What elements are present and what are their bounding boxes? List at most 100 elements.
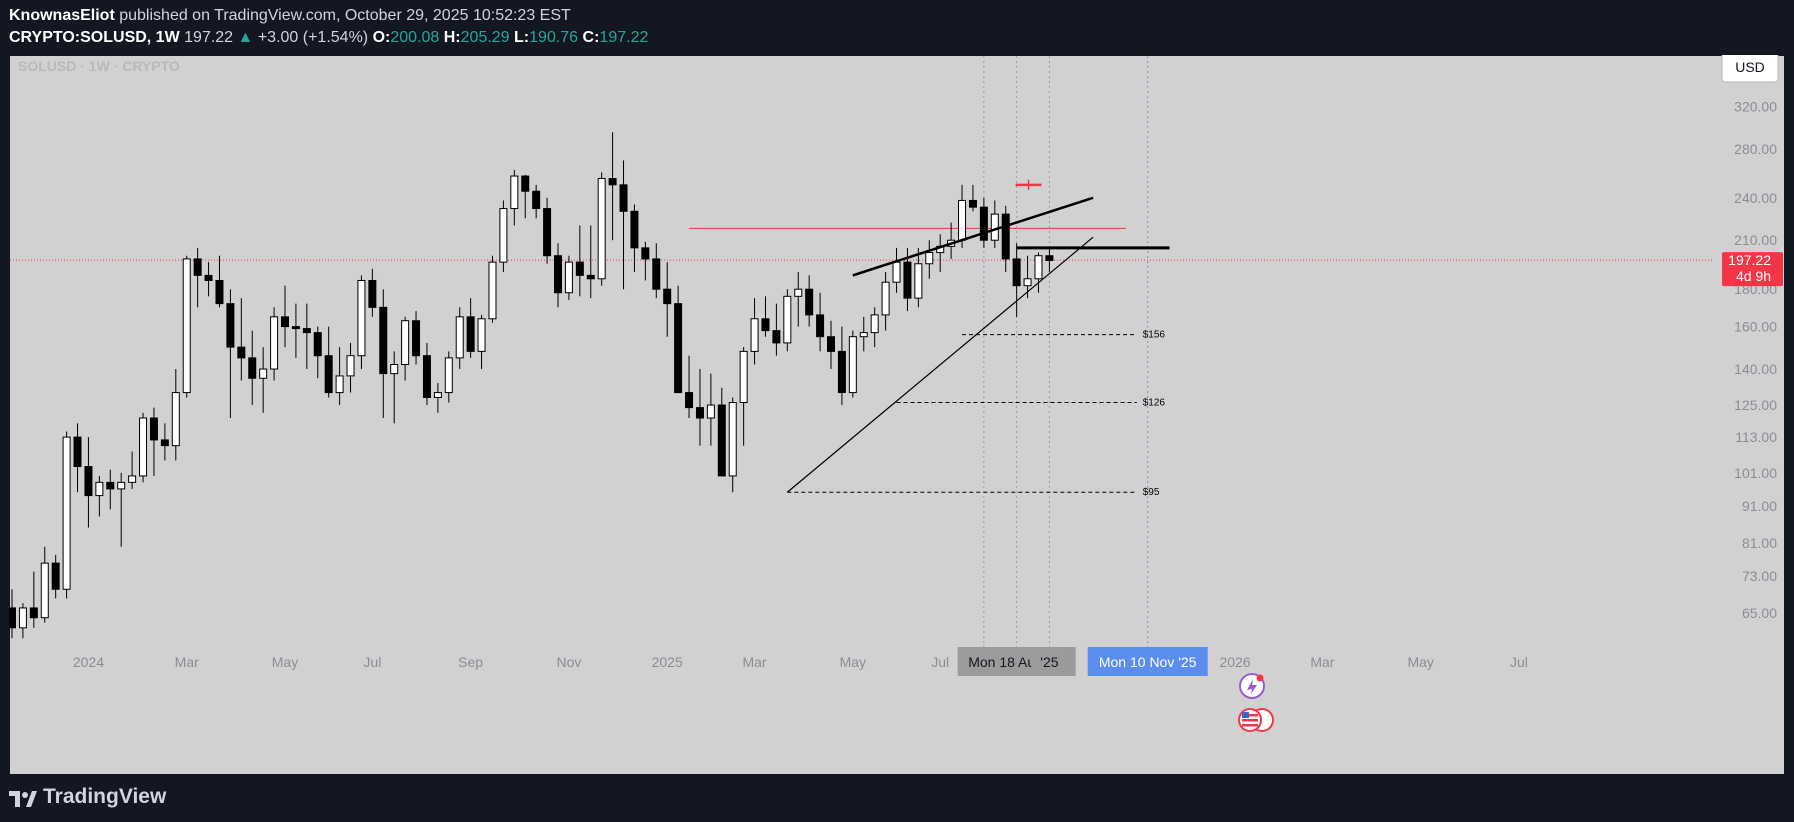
- candle[interactable]: [663, 262, 672, 337]
- candle[interactable]: [379, 289, 388, 419]
- candle[interactable]: [237, 298, 246, 381]
- candle[interactable]: [772, 303, 781, 356]
- candle[interactable]: [171, 369, 180, 461]
- candle[interactable]: [630, 204, 639, 273]
- candle[interactable]: [717, 387, 726, 477]
- candle[interactable]: [979, 197, 988, 248]
- candle[interactable]: [641, 241, 650, 281]
- trendline[interactable]: [852, 196, 1094, 277]
- candle[interactable]: [226, 289, 235, 419]
- chart-container[interactable]: SOLUSD · 1W · CRYPTO $156 $126 $95 320.00 2…: [8, 51, 1785, 775]
- candle[interactable]: [368, 268, 377, 317]
- candle[interactable]: [422, 342, 431, 406]
- candle[interactable]: [215, 255, 224, 308]
- candle[interactable]: [1034, 252, 1043, 293]
- candle[interactable]: [619, 160, 628, 290]
- candle[interactable]: [488, 255, 497, 323]
- candle[interactable]: [706, 373, 715, 446]
- candle[interactable]: [324, 326, 333, 398]
- candle[interactable]: [827, 320, 835, 370]
- candle[interactable]: [816, 292, 825, 352]
- candle[interactable]: [95, 475, 104, 517]
- plot-area[interactable]: [10, 56, 1784, 774]
- candle[interactable]: [139, 412, 148, 483]
- us-flag-event-icon[interactable]: [1238, 708, 1274, 732]
- candle[interactable]: [412, 311, 421, 365]
- candle[interactable]: [564, 255, 573, 300]
- candle[interactable]: [575, 225, 584, 297]
- candle[interactable]: [968, 184, 977, 212]
- author-name[interactable]: KnownasEliot: [9, 7, 115, 24]
- candle[interactable]: [193, 247, 202, 308]
- candle[interactable]: [750, 298, 759, 365]
- candle[interactable]: [128, 451, 137, 489]
- candle[interactable]: [805, 275, 814, 327]
- candle[interactable]: [335, 347, 344, 406]
- candle[interactable]: [182, 255, 191, 398]
- candle[interactable]: [848, 330, 857, 398]
- candle[interactable]: [783, 289, 792, 352]
- candle[interactable]: [543, 197, 552, 264]
- candle[interactable]: [1023, 255, 1032, 299]
- candle[interactable]: [248, 330, 257, 406]
- candle[interactable]: [925, 240, 934, 279]
- candle[interactable]: [18, 603, 27, 639]
- candle[interactable]: [674, 285, 683, 394]
- candle[interactable]: [149, 407, 158, 476]
- candle[interactable]: [695, 369, 704, 446]
- candle[interactable]: [586, 225, 595, 299]
- candle[interactable]: [1012, 243, 1021, 317]
- currency-button-label[interactable]: USD: [1735, 59, 1765, 75]
- candle[interactable]: [608, 132, 617, 241]
- candle[interactable]: [444, 351, 453, 403]
- candle[interactable]: [433, 382, 442, 413]
- candle[interactable]: [259, 347, 268, 413]
- candle[interactable]: [291, 303, 300, 358]
- candle[interactable]: [532, 184, 541, 219]
- candle[interactable]: [477, 314, 486, 370]
- candle[interactable]: [510, 169, 519, 226]
- tradingview-logo[interactable]: TradingView: [9, 785, 166, 809]
- candle[interactable]: [794, 272, 803, 327]
- candle[interactable]: [29, 571, 38, 628]
- candle[interactable]: [739, 347, 748, 446]
- candle[interactable]: [270, 307, 279, 381]
- candle[interactable]: [346, 342, 355, 393]
- candle[interactable]: [499, 200, 508, 273]
- candle[interactable]: [455, 307, 464, 370]
- candle[interactable]: [302, 303, 311, 370]
- currency-button[interactable]: USD: [1721, 51, 1779, 83]
- candle[interactable]: [40, 546, 49, 623]
- candle[interactable]: [728, 397, 737, 493]
- candle[interactable]: [106, 469, 115, 510]
- candle[interactable]: [837, 326, 846, 406]
- candle[interactable]: [281, 285, 289, 348]
- candle[interactable]: [859, 316, 868, 352]
- candle[interactable]: [204, 262, 213, 297]
- candle[interactable]: [84, 437, 93, 528]
- candle[interactable]: [401, 316, 410, 381]
- candle[interactable]: [554, 243, 562, 308]
- candle[interactable]: [313, 326, 322, 379]
- candle[interactable]: [73, 423, 82, 493]
- candle[interactable]: [8, 589, 16, 639]
- candle[interactable]: [357, 275, 366, 370]
- candle[interactable]: [117, 472, 126, 547]
- candle[interactable]: [62, 431, 71, 599]
- candle[interactable]: [881, 272, 890, 331]
- candle[interactable]: [521, 174, 530, 219]
- lightning-idea-icon[interactable]: [1239, 673, 1265, 699]
- candle[interactable]: [597, 172, 606, 286]
- candle[interactable]: [466, 298, 475, 358]
- price-chart[interactable]: SOLUSD · 1W · CRYPTO $156 $126 $95 320.00 2…: [8, 51, 1785, 775]
- candle[interactable]: [390, 351, 399, 424]
- candle[interactable]: [51, 554, 60, 599]
- candle[interactable]: [1001, 205, 1010, 273]
- candle[interactable]: [160, 423, 169, 461]
- candle[interactable]: [761, 296, 770, 337]
- trendline[interactable]: [786, 236, 1094, 493]
- candle[interactable]: [914, 247, 923, 308]
- candle[interactable]: [1045, 247, 1054, 273]
- candle[interactable]: [870, 307, 879, 348]
- candle[interactable]: [685, 355, 694, 419]
